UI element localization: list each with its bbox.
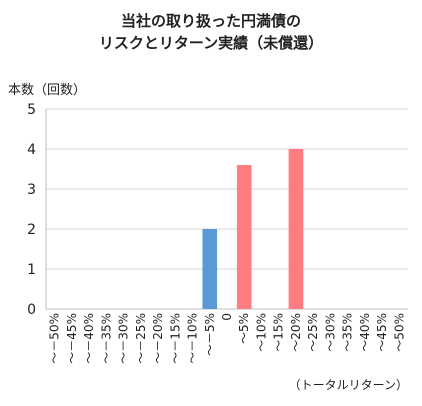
x-tick-labels: ～－50% ～－45% ～－40% ～－35% ～－30% ～－25% ～－20% ～－15%… [48, 313, 407, 364]
x-tick-label: ～15% [272, 313, 286, 352]
x-tick-label: ～－10% [186, 313, 200, 364]
y-tick-label: 0 [27, 302, 36, 318]
gridlines [45, 108, 408, 310]
y-tick-labels: 0 1 2 3 4 5 [27, 102, 36, 318]
x-axis-label: （トータルリターン） [288, 378, 408, 392]
x-tick-label: ～45% [375, 313, 389, 352]
x-tick-label: ～－50% [48, 313, 62, 364]
bars [202, 149, 304, 309]
chart-title-line-1: 当社の取り扱った円満債の [120, 12, 301, 30]
x-tick-label: ～－15% [168, 313, 182, 364]
x-tick-label: 0 [220, 313, 234, 321]
x-tick-label: ～－5% [203, 313, 217, 356]
x-tick-label: ～－45% [65, 313, 79, 364]
x-tick-label: ～－40% [82, 313, 96, 364]
y-tick-label: 3 [27, 182, 36, 198]
x-tick-label: ～10% [254, 313, 268, 352]
x-tick-label: ～35% [341, 313, 355, 352]
y-tick-label: 1 [27, 262, 36, 278]
y-tick-label: 2 [27, 222, 36, 238]
x-tick-label: ～40% [358, 313, 372, 352]
x-tick-label: ～20% [289, 313, 303, 352]
y-tick-label: 5 [27, 102, 36, 118]
y-tick-label: 4 [27, 142, 36, 158]
bar [236, 165, 252, 309]
y-axis-label: 本数（回数） [8, 83, 87, 98]
chart-title-line-2: リスクとリターン実績（未償還） [98, 34, 324, 52]
x-tick-label: ～－25% [134, 313, 148, 364]
x-tick-label: ～30% [323, 313, 337, 352]
x-tick-label: ～5% [237, 313, 251, 344]
x-tick-label: ～－20% [151, 313, 165, 364]
x-tick-label: ～－35% [99, 313, 113, 364]
x-tick-label: ～50% [392, 313, 406, 352]
bar [288, 149, 304, 309]
x-tick-label: ～25% [306, 313, 320, 352]
x-tick-label: ～－30% [117, 313, 131, 364]
chart-title: 当社の取り扱った円満債の リスクとリターン実績（未償還） [0, 10, 422, 54]
bar [202, 229, 218, 309]
